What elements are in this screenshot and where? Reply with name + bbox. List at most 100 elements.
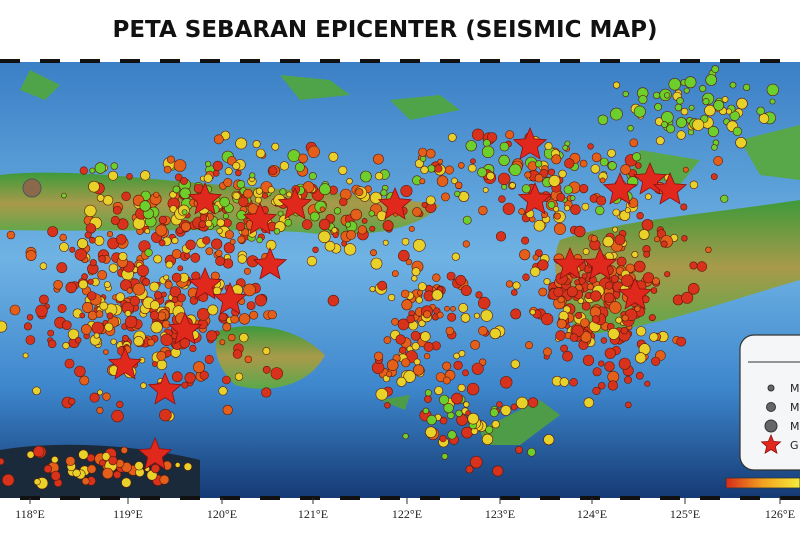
longitude-label: 119°E [113,507,143,521]
epicenter [254,294,267,307]
epicenter [434,386,444,395]
epicenter [205,219,213,228]
epicenter [87,464,97,474]
epicenter [98,255,106,263]
epicenter [411,267,421,277]
epicenter [163,274,170,281]
frame-tick [160,59,180,63]
epicenter [402,433,409,440]
epicenter [93,332,100,339]
epicenter [471,362,484,375]
epicenter [154,291,163,300]
epicenter [147,338,155,347]
epicenter [243,188,253,199]
epicenter [413,364,425,376]
epicenter [318,218,331,231]
epicenter [465,140,477,152]
epicenter [720,194,729,203]
epicenter [62,342,70,350]
epicenter [22,352,29,359]
epicenter [489,327,501,340]
epicenter [581,273,588,279]
epicenter [279,188,287,196]
epicenter [590,290,602,302]
epicenter [445,326,454,336]
epicenter [234,372,244,381]
epicenter [101,467,114,480]
epicenter [25,250,37,261]
epicenter [116,400,124,409]
epicenter [236,180,246,189]
epicenter [492,465,504,477]
epicenter [405,258,413,266]
epicenter [110,162,119,170]
epicenter [56,262,68,274]
epicenter [266,239,277,251]
epicenter [622,90,629,98]
epicenter [702,98,710,106]
epicenter [89,259,97,267]
epicenter [241,228,250,237]
longitude-label: 123°E [485,507,515,521]
epicenter [380,189,388,197]
epicenter [246,301,256,310]
map-area [0,62,800,498]
epicenter [543,347,552,357]
epicenter [401,237,410,246]
epicenter [78,449,89,460]
epicenter [32,445,45,458]
epicenter [104,322,114,332]
epicenter [156,350,167,361]
epicenter [224,167,233,176]
epicenter [87,310,98,321]
epicenter [401,358,411,368]
header-bar [0,0,800,60]
epicenter [564,158,575,169]
epicenter [579,184,589,194]
epicenter [238,313,251,325]
epicenter [642,272,655,284]
epicenter [140,382,147,389]
epicenter [491,420,500,429]
epicenter [153,254,163,264]
epicenter [423,310,432,319]
epicenter [185,239,196,251]
epicenter [102,195,114,206]
volcano [22,178,42,198]
epicenter [478,205,488,216]
frame-tick [300,496,320,500]
map-title: PETA SEBARAN EPICENTER (SEISMIC MAP) [112,17,657,43]
epicenter [591,152,602,163]
epicenter [308,172,317,181]
epicenter [478,326,488,336]
epicenter [627,124,634,132]
epicenter [47,226,59,237]
epicenter [736,97,748,110]
epicenter [420,331,431,342]
epicenter [222,404,233,416]
epicenter [482,139,491,147]
epicenter [118,252,128,262]
epicenter [713,156,723,166]
epicenter [219,196,230,208]
epicenter [375,172,384,181]
epicenter [211,238,223,250]
epicenter [649,332,659,342]
epicenter [607,149,616,158]
epicenter [557,296,565,304]
epicenter [518,208,526,215]
epicenter [470,339,480,350]
epicenter [505,280,514,288]
epicenter [179,337,191,349]
epicenter [451,392,463,405]
epicenter [681,291,694,304]
epicenter [388,293,396,302]
epicenter [439,416,448,425]
epicenter [436,311,444,319]
epicenter [441,192,450,202]
epicenter [527,447,536,457]
longitude-label: 118°E [15,507,45,521]
major-event [147,371,183,405]
epicenter [84,204,97,217]
epicenter [372,153,384,165]
